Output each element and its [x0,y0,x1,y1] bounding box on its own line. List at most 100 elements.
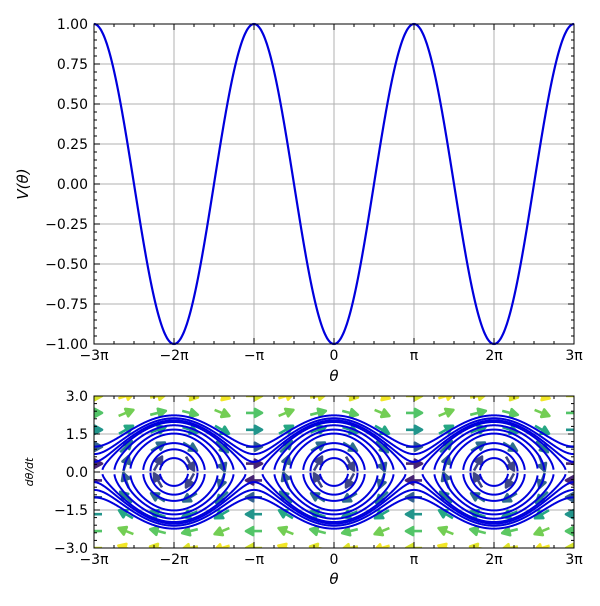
vector-arrow [566,407,574,418]
vector-arrow [214,408,231,419]
trajectory-curve [94,488,574,527]
trajectory-curve [113,474,555,520]
trajectory-curve [94,481,574,525]
vector-arrow [246,396,264,402]
vector-arrow [504,472,516,489]
bottom-x-tick-label: π [410,552,419,568]
vector-field [94,396,574,548]
bottom-y-tick-label: 3.0 [66,389,88,405]
top-x-axis-label: θ [329,367,338,385]
vector-arrow [278,407,295,418]
top-x-tick-label: −2π [159,348,189,364]
vector-arrow [213,526,230,537]
bottom-y-tick-label: 1.5 [66,427,88,443]
bottom-ticks: −3π −2π −π 0 π 2π 3π −3.0 −1.5 0.0 1.5 3.0 [54,389,583,568]
vector-arrow [244,508,262,520]
vector-arrow [244,542,262,548]
vector-arrow [344,455,356,472]
trajectory-curve [129,475,539,512]
vector-arrow [94,526,102,537]
vector-arrow [181,407,200,419]
bottom-x-tick-label: −2π [159,552,189,568]
vector-arrow [566,458,574,469]
top-y-tick-label: −0.75 [45,297,88,313]
vector-arrow [437,525,454,536]
trajectory-curve [101,473,567,524]
trajectory-curve [94,417,574,456]
vector-arrow [533,526,550,537]
vector-arrow [564,542,574,548]
top-y-axis-label: V(θ) [14,168,32,199]
top-ticks: −3π −2π −π 0 π 2π 3π −1.00 −0.75 −0.50 −0.25 0.00 0.… [45,17,583,364]
bottom-y-tick-label: −1.5 [54,503,88,519]
trajectory-curve [149,472,519,496]
vector-arrow [406,396,424,402]
top-y-tick-label: −0.50 [45,257,88,273]
top-y-tick-label: −0.25 [45,217,88,233]
trajectory-curve [122,473,546,516]
vector-arrow [404,542,422,548]
trajectory-curve [159,457,509,471]
vector-arrow [564,508,574,520]
vector-arrow [277,525,294,536]
top-y-tick-label: −1.00 [45,337,88,353]
trajectory-curve [149,448,519,472]
bottom-y-tick-label: 0.0 [66,465,88,481]
vector-arrow [152,455,164,472]
vector-arrow [94,424,104,436]
top-y-tick-label: 0.00 [57,177,88,193]
top-x-tick-label: π [410,348,419,364]
vector-arrow [148,525,167,537]
vector-arrow [472,455,484,472]
trajectories [94,414,574,530]
top-y-tick-label: 0.75 [57,57,88,73]
vector-arrow [404,525,422,537]
vector-arrow [180,526,199,537]
bottom-x-axis-label: θ [329,570,338,588]
vector-arrow [184,472,196,489]
trajectory-curve [101,420,567,471]
bottom-x-tick-label: 0 [330,552,339,568]
vector-arrow [312,472,324,489]
vector-arrow [340,526,359,537]
vector-arrow [246,424,264,436]
vector-arrow [152,472,164,489]
top-grid [93,23,575,345]
vector-arrow [308,525,327,537]
vector-arrow [406,424,424,436]
trajectory-curve [94,414,574,448]
bottom-x-tick-label: 2π [485,552,503,568]
vector-arrow [500,526,519,537]
top-x-tick-label: 0 [330,348,339,364]
top-x-tick-label: −π [244,348,265,364]
vector-arrow [244,525,262,537]
top-y-tick-label: 0.25 [57,137,88,153]
vector-arrow [117,525,134,536]
trajectory-curve [129,432,539,469]
bottom-y-tick-label: −3.0 [54,541,88,557]
top-x-tick-label: 2π [485,348,503,364]
vector-arrow [184,455,196,472]
vector-arrow [468,525,487,537]
vector-arrow [534,408,551,419]
bottom-x-tick-label: −π [244,552,265,568]
vector-arrow [94,396,104,402]
vector-arrow [469,407,488,418]
trajectory-curve [142,442,526,471]
trajectory-curve [113,424,555,470]
vector-arrow [309,407,328,418]
vector-arrow [246,407,264,419]
vector-arrow [341,407,360,419]
vector-arrow [566,424,574,435]
vector-arrow [504,455,516,472]
vector-arrow [373,526,390,537]
vector-arrow [344,472,356,489]
vector-arrow [406,407,424,419]
vector-arrow [501,407,520,419]
vector-arrow [374,408,391,419]
vector-arrow [94,475,102,486]
top-x-tick-label: 3π [565,348,583,364]
bottom-y-axis-label: dθ/dt [23,457,36,486]
vector-arrow [312,455,324,472]
bottom-x-tick-label: −3π [79,552,109,568]
